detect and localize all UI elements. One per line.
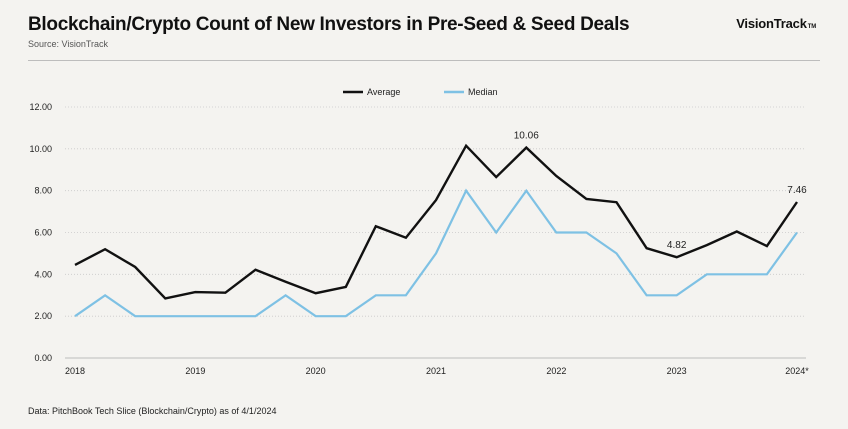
x-tick-label: 2020 [306,366,326,376]
grid-lines [65,106,806,359]
y-tick-label: 0.00 [34,353,52,363]
x-axis: 2018 2019 2020 2021 2022 2023 2024* [65,357,809,376]
series-line-median [74,188,798,318]
x-tick-label: 2024* [785,366,809,376]
chart-title: Blockchain/Crypto Count of New Investors… [28,14,630,35]
x-tick-label: 2021 [426,366,446,376]
legend-label-average: Average [367,87,400,97]
x-tick-label: 2023 [667,366,687,376]
legend-label-median: Median [468,87,498,97]
brand-logo: VisionTrackTM [736,16,816,31]
y-tick-label: 6.00 [34,228,52,238]
data-footnote: Data: PitchBook Tech Slice (Blockchain/C… [28,406,277,416]
annotation-layer: 10.06 4.82 7.46 [514,131,807,252]
chart-source: Source: VisionTrack [28,39,109,49]
x-tick-label: 2018 [65,366,85,376]
data-label: 4.82 [667,240,687,251]
series-line-average [74,143,798,300]
x-tick-label: 2019 [185,366,205,376]
y-tick-label: 12.00 [29,102,52,112]
data-label: 10.06 [514,131,539,142]
data-label: 7.46 [787,185,807,196]
legend: Average Median [343,87,498,97]
header-divider [28,60,820,61]
y-tick-label: 4.00 [34,269,52,279]
brand-name: VisionTrack [736,16,807,31]
x-tick-label: 2022 [546,366,566,376]
y-tick-label: 10.00 [29,144,52,154]
brand-trademark: TM [807,24,816,30]
y-tick-label: 8.00 [34,186,52,196]
y-axis: 0.00 2.00 4.00 6.00 8.00 10.00 12.00 [29,102,52,363]
series-layer [74,143,798,318]
y-tick-label: 2.00 [34,311,52,321]
